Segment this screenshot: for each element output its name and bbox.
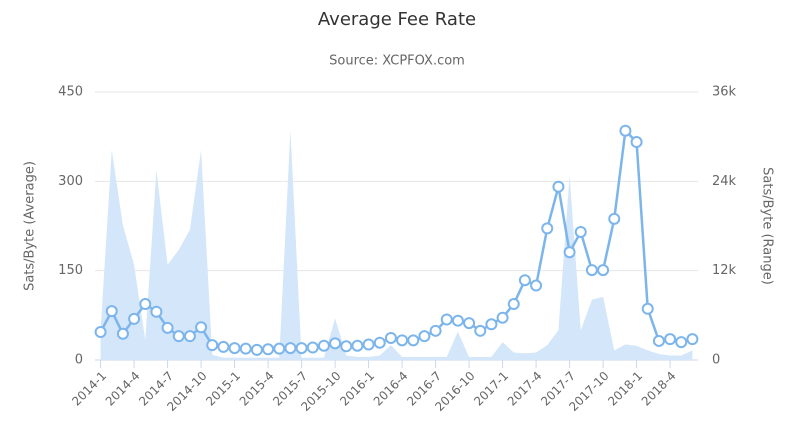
x-tick-label: 2015-1 — [203, 369, 243, 409]
point — [284, 342, 297, 355]
point — [675, 336, 688, 349]
point — [351, 339, 364, 352]
point — [362, 338, 375, 351]
y2-tick-label: 36k — [712, 85, 737, 100]
y-axis-title: Sats/Byte (Average) — [23, 161, 38, 291]
point — [239, 342, 252, 355]
x-tick-label: 2017-1 — [471, 369, 511, 409]
point — [485, 318, 498, 331]
x-tick-label: 2014-1 — [69, 369, 109, 409]
point — [150, 305, 163, 318]
y-tick-label: 150 — [58, 263, 83, 278]
point — [116, 327, 129, 340]
x-tick-label: 2018-4 — [639, 369, 679, 409]
point — [552, 180, 565, 193]
x-tick-label: 2017-4 — [505, 369, 545, 409]
x-tick-label: 2014-4 — [103, 369, 143, 409]
y2-tick-label: 12k — [712, 263, 737, 278]
y2-tick-label: 0 — [712, 353, 720, 368]
range-area — [100, 129, 693, 360]
point — [407, 334, 420, 347]
x-tick-label: 2015-4 — [237, 369, 277, 409]
point — [128, 312, 141, 325]
point — [585, 264, 598, 277]
point — [228, 342, 241, 355]
point — [317, 339, 330, 352]
point — [474, 324, 487, 337]
point — [295, 342, 308, 355]
point — [496, 311, 509, 324]
point — [530, 279, 543, 292]
point — [574, 225, 587, 238]
point — [183, 330, 196, 343]
y2-axis-title: Sats/Byte (Range) — [760, 167, 775, 285]
point — [217, 340, 230, 353]
y2-tick-label: 24k — [712, 174, 737, 189]
point — [273, 342, 286, 355]
point — [652, 334, 665, 347]
point — [630, 136, 643, 149]
point — [139, 298, 152, 311]
point — [608, 212, 621, 225]
point — [463, 317, 476, 330]
point — [541, 222, 554, 235]
point — [195, 321, 208, 334]
point — [451, 314, 464, 327]
point — [641, 302, 654, 315]
x-tick-label: 2018-1 — [605, 369, 645, 409]
point — [105, 305, 118, 318]
point — [250, 343, 263, 356]
point — [563, 246, 576, 259]
point — [619, 124, 632, 137]
x-tick-label: 2016-1 — [337, 369, 377, 409]
y-tick-label: 0 — [75, 353, 83, 368]
point — [686, 333, 699, 346]
point — [440, 313, 453, 326]
point — [507, 298, 520, 311]
point — [597, 264, 610, 277]
point — [373, 336, 386, 349]
point — [306, 341, 319, 354]
point — [172, 330, 185, 343]
point — [340, 340, 353, 353]
x-tick-label: 2016-4 — [371, 369, 411, 409]
point — [329, 337, 342, 350]
chart-title: Average Fee Rate — [318, 9, 476, 30]
point — [429, 324, 442, 337]
point — [262, 343, 275, 356]
point — [418, 330, 431, 343]
point — [396, 334, 409, 347]
y-tick-label: 300 — [58, 174, 83, 189]
chart-subtitle: Source: XCPFOX.com — [329, 54, 465, 69]
point — [206, 339, 219, 352]
point — [94, 326, 107, 339]
point — [518, 274, 531, 287]
point — [161, 321, 174, 334]
point — [384, 331, 397, 344]
point — [664, 333, 677, 346]
y-tick-label: 450 — [58, 85, 83, 100]
